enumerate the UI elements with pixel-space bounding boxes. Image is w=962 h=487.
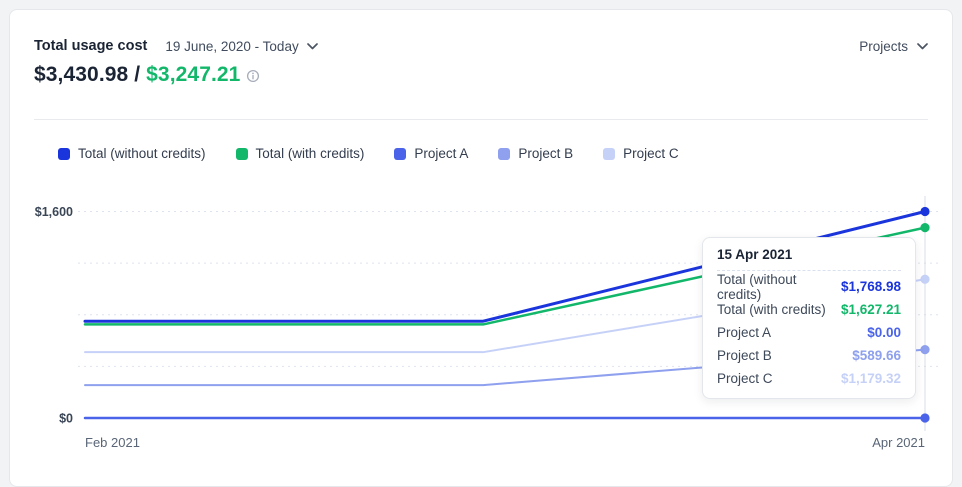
chart-legend: Total (without credits) Total (with credi…	[34, 120, 928, 161]
legend-label: Project B	[518, 146, 574, 161]
x-axis-tick-label: Apr 2021	[872, 435, 925, 450]
legend-item[interactable]: Total (without credits)	[58, 146, 206, 161]
tooltip-date: 15 Apr 2021	[717, 247, 901, 271]
legend-swatch	[235, 147, 248, 160]
info-icon[interactable]	[246, 69, 260, 83]
tooltip-row-label: Project B	[717, 348, 772, 363]
data-point	[920, 413, 930, 423]
tooltip-row-label: Total (with credits)	[717, 302, 826, 317]
projects-label: Projects	[859, 38, 908, 54]
data-point	[920, 206, 930, 217]
amount-with-credits: $3,247.21	[146, 63, 241, 86]
amount-without-credits: $3,430.98	[34, 63, 129, 86]
legend-label: Total (without credits)	[78, 146, 206, 161]
tooltip-row: Project A $0.00	[717, 321, 901, 344]
chevron-down-icon	[917, 42, 928, 49]
amount-separator: /	[128, 63, 147, 86]
legend-item[interactable]: Project B	[498, 146, 573, 161]
tooltip-row-label: Project C	[717, 371, 773, 386]
tooltip-row-label: Total (without credits)	[717, 271, 797, 302]
legend-label: Project C	[623, 146, 679, 161]
legend-swatch	[394, 147, 407, 160]
legend-label: Total (with credits)	[255, 146, 365, 161]
y-axis-tick-label: $1,600	[35, 205, 73, 219]
total-amounts: $3,430.98 / $3,247.21	[34, 63, 928, 87]
date-range-label: 19 June, 2020 - Today	[165, 38, 299, 54]
tooltip-row-value: $1,627.21	[840, 302, 901, 317]
card-header: Total usage cost 19 June, 2020 - Today P…	[10, 10, 952, 161]
legend-item[interactable]: Project C	[603, 146, 679, 161]
legend-swatch	[498, 147, 511, 160]
tooltip-row: Total (with credits) $1,627.21	[717, 298, 901, 321]
data-point	[920, 223, 930, 233]
header-divider	[34, 119, 928, 120]
card-title: Total usage cost	[34, 38, 148, 54]
date-range-selector[interactable]: 19 June, 2020 - Today	[165, 38, 318, 54]
tooltip-row-value: $1,768.98	[840, 279, 901, 294]
x-axis-tick-label: Feb 2021	[85, 435, 140, 450]
projects-selector[interactable]: Projects	[859, 39, 928, 54]
legend-swatch	[58, 147, 70, 160]
legend-item[interactable]: Project A	[394, 146, 468, 161]
tooltip-rows: Total (without credits) $1,768.98 Total (w…	[717, 271, 901, 390]
tooltip-row-value: $589.66	[852, 348, 901, 363]
tooltip-row-value: $0.00	[867, 325, 901, 340]
data-point	[920, 344, 930, 355]
chevron-down-icon	[306, 42, 318, 49]
tooltip-row: Total (without credits) $1,768.98	[717, 272, 901, 302]
tooltip-row-value: $1,179.32	[840, 371, 901, 386]
legend-item[interactable]: Total (with credits)	[235, 146, 365, 161]
legend-swatch	[603, 147, 616, 160]
tooltip-row-label: Project A	[717, 325, 772, 340]
y-axis-tick-label: $0	[59, 412, 73, 426]
tooltip-row: Project C $1,179.32	[717, 367, 901, 390]
data-point	[920, 274, 930, 284]
chart-tooltip: 15 Apr 2021 Total (without credits) $1,76…	[702, 237, 916, 399]
tooltip-row: Project B $589.66	[717, 344, 901, 367]
legend-label: Project A	[414, 146, 469, 161]
